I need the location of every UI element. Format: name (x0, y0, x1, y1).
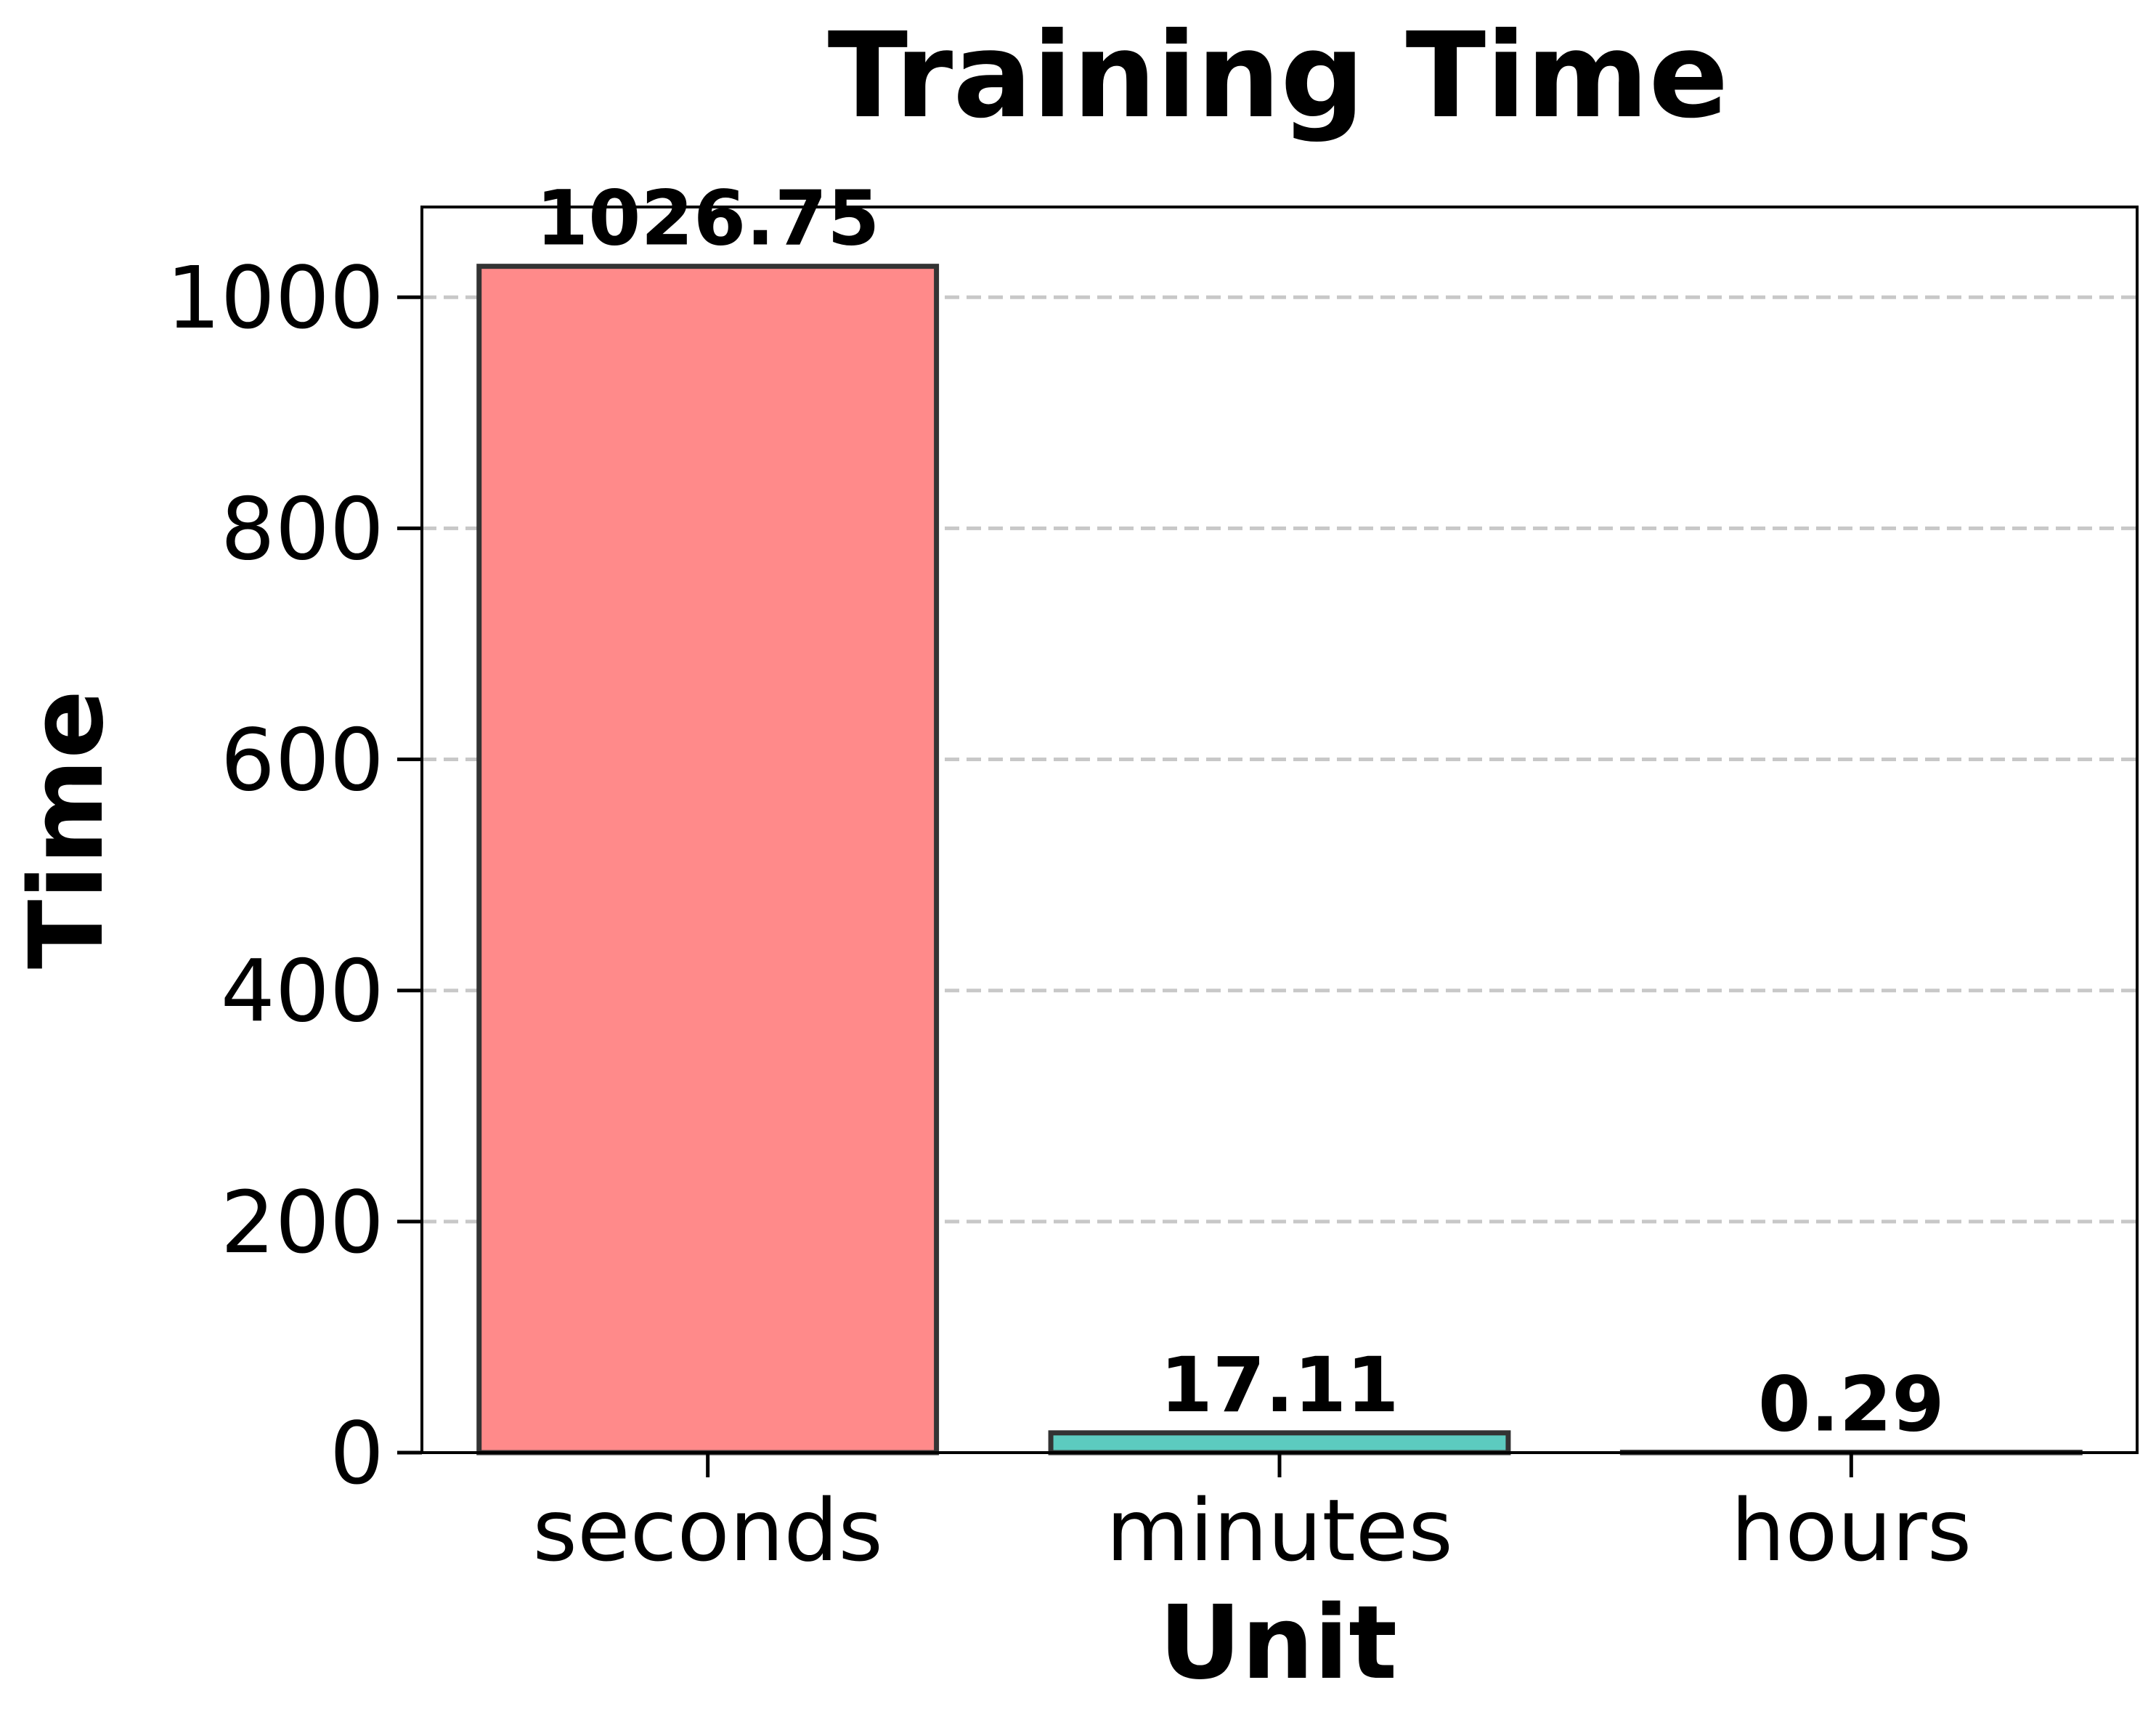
y-tick-label: 600 (221, 710, 384, 811)
x-tick-label: seconds (533, 1480, 883, 1580)
x-tick-label: minutes (1106, 1480, 1453, 1580)
bar-minutes (1048, 1430, 1511, 1456)
y-tick-label: 400 (221, 941, 384, 1042)
chart-title: Training Time (828, 8, 1729, 145)
data-label-hours: 0.29 (1758, 1360, 1945, 1449)
data-labels: 1026.75 17.11 0.29 (536, 174, 1945, 1449)
x-axis-label: Unit (1159, 1584, 1397, 1702)
x-axis-ticks: seconds minutes hours (533, 1453, 1972, 1580)
bar-seconds (476, 264, 940, 1456)
y-tick-label: 200 (221, 1172, 384, 1273)
x-tick-label: hours (1730, 1480, 1972, 1580)
bars (476, 264, 2083, 1456)
y-axis-ticks: 0 200 400 600 800 1000 (166, 248, 422, 1503)
data-label-minutes: 17.11 (1160, 1341, 1399, 1429)
data-label-seconds: 1026.75 (536, 174, 880, 263)
y-tick-label: 1000 (166, 248, 384, 348)
y-axis-label: Time (8, 690, 126, 969)
y-tick-label: 800 (221, 479, 384, 579)
y-tick-label: 0 (330, 1403, 384, 1503)
